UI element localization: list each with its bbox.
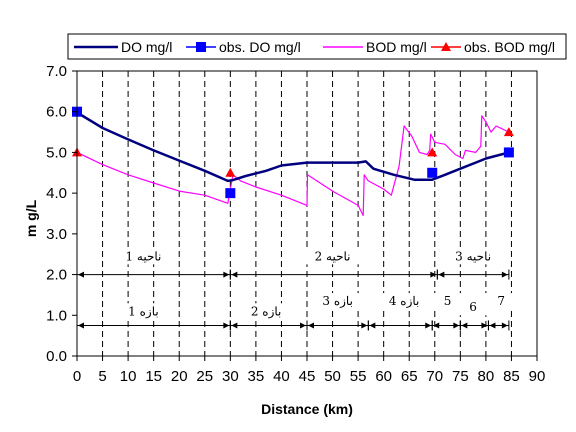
reach-arrow-right-6	[481, 322, 488, 329]
x-axis-title: Distance (km)	[261, 401, 353, 417]
reach-arrow-right-4	[425, 322, 432, 329]
reach-label-5: 5	[444, 294, 452, 308]
reach-arrow-left-6	[461, 322, 468, 329]
legend-swatch-obs-bod	[441, 42, 451, 51]
y-tick-label-3.0: 3.0	[46, 226, 67, 243]
zone-label-bg-2	[304, 248, 361, 265]
reach-label-bg-1	[121, 303, 166, 320]
grid-lines	[102, 71, 512, 356]
series-line-do	[76, 111, 510, 183]
legend: DO mg/l obs. DO mg/l BOD mg/l obs. BOD mg/l	[67, 33, 567, 60]
legend-label-3: BOD mg/l	[366, 39, 427, 55]
zone-arrow-right-2	[430, 271, 437, 278]
obs-bod-point-4	[503, 127, 514, 137]
zone-label-3: ناحیه 3	[455, 249, 491, 263]
obs-bod-point-2	[225, 167, 236, 177]
x-tick-label-45: 45	[299, 368, 316, 385]
x-tick-label-0: 0	[73, 368, 81, 385]
series-line-bod	[76, 115, 510, 217]
zone-label-1: ناحیه 1	[125, 249, 161, 263]
y-tick-label-2.0: 2.0	[46, 267, 67, 284]
reach-label-7: 7	[497, 294, 505, 308]
y-tick-label-1.0: 1.0	[46, 307, 67, 324]
axis-ticks: 0 5 10 15 20 25 30 35 40 45 50 55 60 65 70 75 80 85 900.01…	[46, 63, 545, 385]
zone-label-2: ناحیه 2	[315, 249, 351, 263]
zone-label-bg-3	[445, 248, 502, 265]
legend-swatch-obs-do	[196, 42, 206, 52]
reach-label-1: بازه 1	[128, 304, 159, 318]
x-tick-label-80: 80	[478, 368, 495, 385]
zone-label-bg-1	[115, 248, 172, 265]
x-tick-label-90: 90	[529, 368, 546, 385]
legend-label-2: obs. DO mg/l	[219, 39, 301, 55]
reach-label-bg-4	[382, 293, 427, 310]
x-tick-label-70: 70	[426, 368, 443, 385]
y-tick-label-7.0: 7.0	[46, 63, 67, 80]
reach-label-6: 6	[469, 300, 477, 314]
x-tick-label-40: 40	[273, 368, 290, 385]
reach-arrow-right-3	[361, 322, 368, 329]
reach-arrow-right-7	[501, 322, 508, 329]
reach-arrow-left-1	[78, 322, 84, 329]
reach-arrow-right-2	[300, 322, 306, 329]
x-tick-label-10: 10	[120, 368, 137, 385]
y-tick-label-0.0: 0.0	[46, 348, 67, 365]
zone-arrow-right-1	[223, 271, 230, 278]
legend-box	[67, 33, 567, 60]
x-tick-label-15: 15	[145, 368, 162, 385]
reach-label-3: بازه 3	[322, 294, 353, 308]
zone-arrow-left-1	[78, 271, 84, 278]
reach-label-bg-7	[479, 293, 524, 310]
legend-label-1: DO mg/l	[121, 39, 172, 55]
x-tick-label-50: 50	[324, 368, 341, 385]
x-tick-label-65: 65	[401, 368, 418, 385]
reach-arrow-right-5	[453, 322, 460, 329]
x-tick-label-60: 60	[375, 368, 392, 385]
x-tick-label-20: 20	[171, 368, 188, 385]
reach-arrow-right-1	[223, 322, 230, 329]
y-tick-label-6.0: 6.0	[46, 104, 67, 121]
reach-label-bg-2	[244, 303, 289, 320]
zone-reach-annotations: ناحیه 1 ناحیه 2 ناحیه 3 بازه 1 بازه 2 بازه 3 ب…	[76, 248, 524, 331]
x-tick-label-30: 30	[222, 368, 239, 385]
obs-bod-point-3	[427, 147, 438, 157]
reach-arrow-left-7	[489, 322, 496, 329]
y-tick-label-4.0: 4.0	[46, 185, 67, 202]
x-tick-label-5: 5	[98, 368, 106, 385]
x-tick-label-55: 55	[350, 368, 367, 385]
y-axis-title: m g/L	[23, 199, 39, 237]
x-tick-label-75: 75	[452, 368, 469, 385]
reach-label-2: بازه 2	[251, 304, 282, 318]
legend-label-4: obs. BOD mg/l	[464, 39, 555, 55]
x-tick-label-25: 25	[196, 368, 213, 385]
reach-label-bg-3	[315, 293, 360, 310]
zone-arrow-left-2	[231, 271, 238, 278]
zone-arrow-left-3	[438, 271, 445, 278]
obs-do-point-2	[225, 188, 236, 199]
obs-do-point-4	[503, 147, 514, 158]
reach-label-4: بازه 4	[389, 294, 420, 308]
x-tick-label-85: 85	[503, 368, 520, 385]
data-series	[72, 106, 514, 217]
reach-arrow-left-2	[231, 322, 238, 329]
obs-do-point-3	[427, 167, 438, 178]
reach-arrow-left-5	[433, 322, 440, 329]
x-tick-label-35: 35	[248, 368, 265, 385]
reach-arrow-left-4	[369, 322, 376, 329]
zone-arrow-right-3	[501, 271, 508, 278]
y-tick-label-5.0: 5.0	[46, 144, 67, 161]
reach-arrow-left-3	[308, 322, 314, 329]
